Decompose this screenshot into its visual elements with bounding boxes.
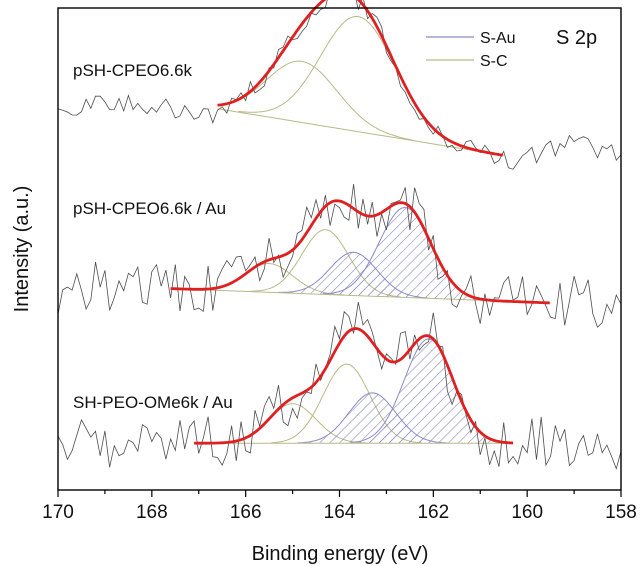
raw-spectrum-3 — [57, 302, 622, 470]
x-tick-label-162: 162 — [417, 502, 449, 523]
fit-envelope-3 — [194, 327, 514, 445]
plot-area — [57, 0, 622, 470]
raw-spectrum-1 — [57, 0, 622, 170]
x-tick-label-166: 166 — [230, 502, 262, 523]
component-peak-1-1 — [217, 60, 415, 141]
plot-frame — [57, 7, 622, 491]
x-tick-label-168: 168 — [136, 502, 168, 523]
fit-envelope-2 — [170, 199, 550, 305]
fit-baseline-1 — [217, 108, 504, 156]
legend: S-Au S-C — [426, 30, 516, 70]
x-axis: 170 168 166 164 162 160 158 — [42, 490, 637, 523]
x-tick-label-164: 164 — [324, 502, 356, 523]
y-axis-title: Intensity (a.u.) — [11, 186, 33, 313]
fit-envelope-1 — [217, 0, 504, 157]
legend-label-s-au: S-Au — [480, 30, 516, 47]
trace-label-1: pSH-CPEO6.6k — [73, 61, 193, 80]
component-fill-2-4 — [322, 207, 488, 301]
annotation-label: S 2p — [556, 27, 597, 49]
trace-label-2: pSH-CPEO6.6k / Au — [73, 199, 226, 218]
x-tick-label-170: 170 — [42, 502, 74, 523]
trace-label-3: SH-PEO-OMe6k / Au — [73, 393, 233, 412]
raw-spectrum-2 — [57, 183, 622, 328]
x-tick-label-158: 158 — [605, 502, 637, 523]
x-tick-label-160: 160 — [511, 502, 543, 523]
component-fill-3-4 — [350, 339, 507, 444]
legend-label-s-c: S-C — [480, 53, 508, 70]
x-axis-title: Binding energy (eV) — [252, 543, 429, 565]
